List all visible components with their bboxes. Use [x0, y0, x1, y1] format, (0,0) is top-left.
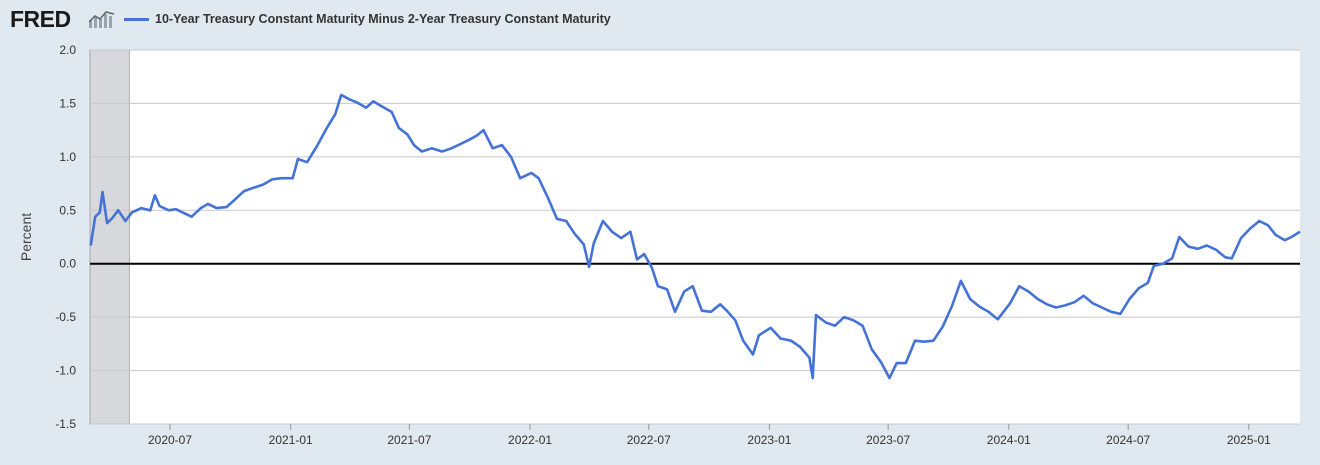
y-tick-label: 1.5 — [59, 96, 76, 110]
series-group — [89, 93, 1301, 380]
x-tick-label: 2022-07 — [627, 433, 671, 447]
legend-series-swatch — [124, 17, 149, 21]
y-tick-label: -1.0 — [55, 364, 76, 378]
y-tick-label: 0.0 — [59, 257, 76, 271]
chart-legend[interactable]: 10-Year Treasury Constant Maturity Minus… — [124, 12, 611, 26]
x-axis: 2020-07 2021-01 2021-07 2022-01 2022-07 2023-… — [148, 424, 1271, 447]
plot-background — [90, 50, 1300, 424]
x-tick-label: 2021-07 — [387, 433, 431, 447]
x-tick-label: 2024-07 — [1106, 433, 1150, 447]
x-tick-label: 2025-01 — [1227, 433, 1271, 447]
x-tick-label: 2022-01 — [508, 433, 552, 447]
line-chart-icon — [89, 11, 115, 28]
x-tick-label: 2023-01 — [747, 433, 791, 447]
x-tick-label: 2023-07 — [866, 433, 910, 447]
legend-series-label: 10-Year Treasury Constant Maturity Minus… — [155, 12, 611, 26]
chart-header: FRED 10-Year Treasury Constant Maturity … — [0, 0, 1320, 40]
series-line — [89, 93, 1301, 380]
y-tick-label: 2.0 — [59, 43, 76, 57]
x-tick-label: 2021-01 — [269, 433, 313, 447]
x-tick-label: 2024-01 — [987, 433, 1031, 447]
gridlines — [90, 49, 1300, 425]
y-tick-label: -0.5 — [55, 310, 76, 324]
x-tick-label: 2020-07 — [148, 433, 192, 447]
y-tick-label: 0.5 — [59, 203, 76, 217]
recession-shading — [89, 49, 130, 425]
y-axis: 2.0 1.5 1.0 0.5 0.0 -0.5 -1.0 -1.5 — [55, 43, 76, 431]
y-tick-label: 1.0 — [59, 150, 76, 164]
y-tick-label: -1.5 — [55, 417, 76, 431]
fred-logo[interactable]: FRED — [10, 6, 71, 32]
y-axis-label: Percent — [18, 213, 34, 261]
